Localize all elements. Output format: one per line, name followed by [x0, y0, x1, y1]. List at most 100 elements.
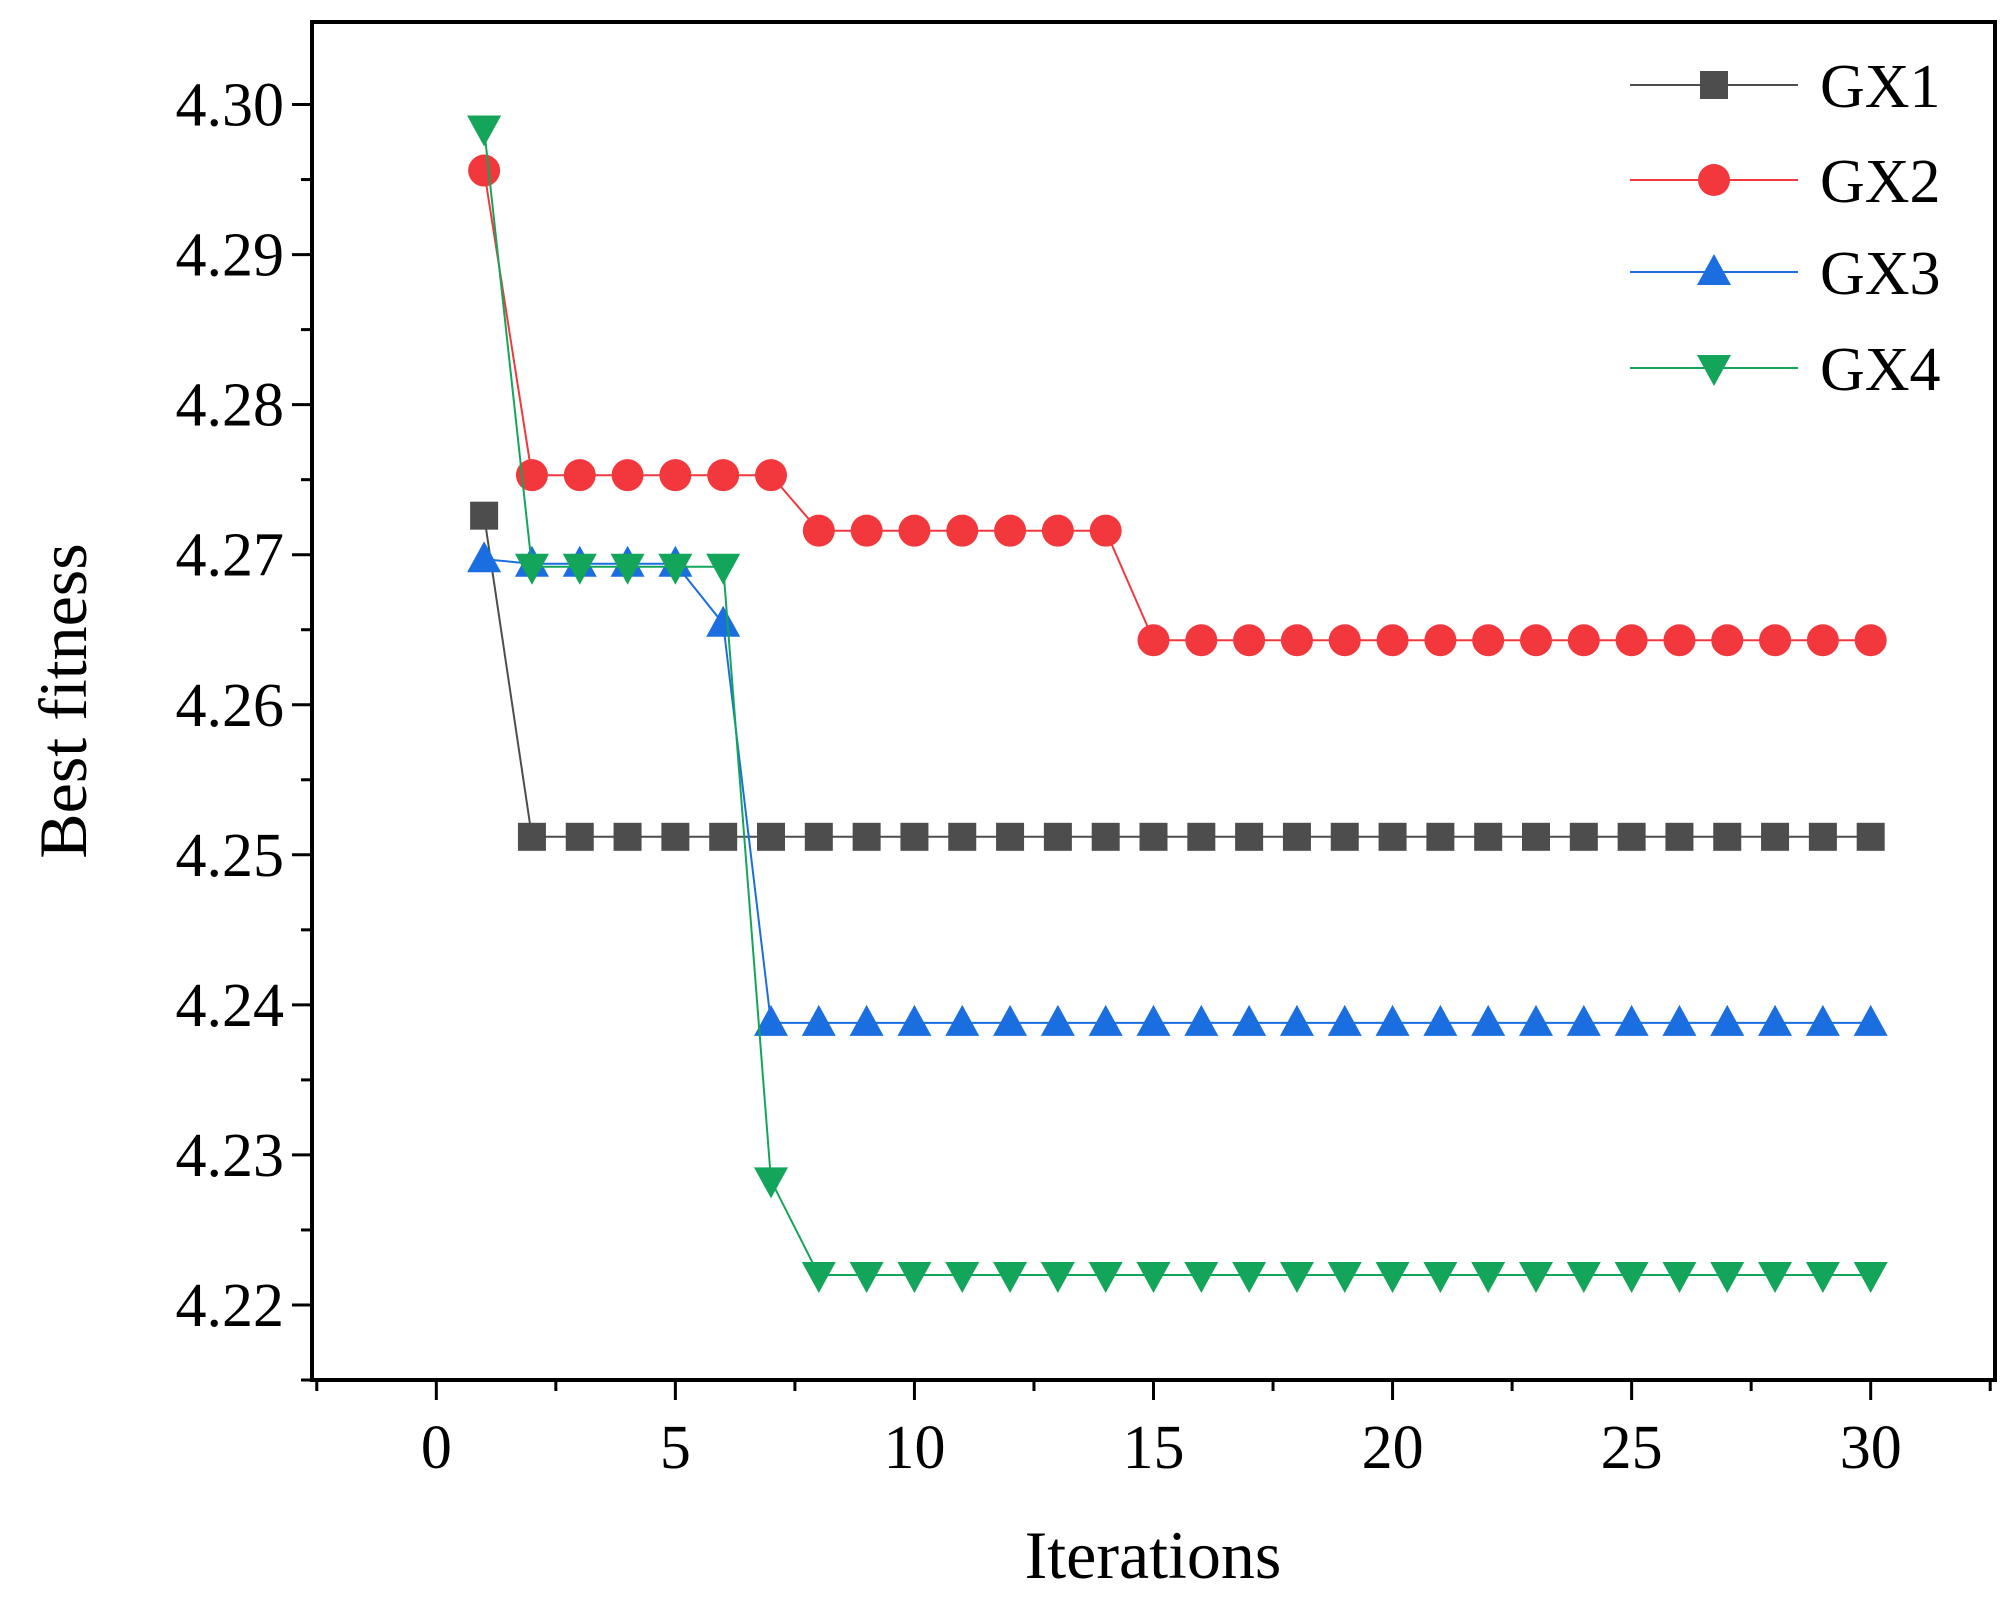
x-tick-label: 5 [660, 1414, 691, 1482]
y-tick-label: 4.27 [176, 522, 285, 590]
legend-marker [1698, 164, 1730, 196]
data-point-gx2 [850, 514, 883, 547]
legend: GX1 GX2 GX3 GX4 [1630, 53, 1941, 404]
data-point-gx2 [707, 459, 740, 492]
data-point-gx1 [1426, 822, 1455, 851]
data-point-gx4 [562, 553, 597, 585]
data-point-gx1 [1330, 822, 1359, 851]
data-point-gx1 [709, 822, 738, 851]
data-point-gx1 [1235, 822, 1264, 851]
data-point-gx4 [1136, 1261, 1171, 1293]
data-point-gx4 [1279, 1261, 1314, 1293]
y-tick-label: 4.22 [176, 1272, 285, 1340]
data-point-gx3 [1853, 1004, 1888, 1036]
data-point-gx1 [757, 822, 785, 851]
y-tick-label: 4.26 [176, 672, 285, 740]
data-point-gx3 [706, 605, 741, 637]
y-tick-label: 4.28 [176, 372, 285, 440]
x-tick-label: 15 [1123, 1414, 1185, 1482]
data-point-gx1 [1378, 822, 1407, 851]
data-point-gx1 [852, 822, 881, 851]
data-point-gx2 [1663, 624, 1696, 657]
legend-item-gx3: GX3 [1630, 240, 1941, 308]
data-point-gx2 [755, 459, 787, 492]
data-point-gx4 [945, 1261, 980, 1293]
data-point-gx2 [1089, 514, 1122, 547]
data-point-gx1 [1569, 822, 1598, 851]
data-point-gx4 [993, 1261, 1028, 1293]
legend-label: GX2 [1820, 148, 1941, 216]
data-point-gx4 [1088, 1261, 1123, 1293]
data-point-gx2 [1280, 624, 1313, 657]
data-point-gx1 [1856, 822, 1885, 851]
data-point-gx1 [900, 822, 929, 851]
data-point-gx2 [802, 514, 835, 547]
data-point-gx4 [1184, 1261, 1219, 1293]
data-point-gx1 [1522, 822, 1550, 851]
legend-item-gx1: GX1 [1630, 53, 1941, 121]
data-point-gx3 [1423, 1004, 1458, 1036]
legend-label: GX1 [1820, 53, 1941, 121]
data-point-gx3 [1136, 1004, 1171, 1036]
data-point-gx3 [945, 1004, 980, 1036]
data-point-gx1 [1617, 822, 1646, 851]
data-point-gx4 [467, 115, 502, 147]
data-point-gx3 [1232, 1004, 1267, 1036]
x-tick-label: 25 [1601, 1414, 1663, 1482]
legend-marker [1697, 254, 1731, 285]
data-point-gx3 [1375, 1004, 1410, 1036]
data-point-gx4 [706, 553, 741, 585]
data-point-gx1 [661, 822, 690, 851]
data-point-gx2 [1854, 624, 1887, 657]
data-point-gx4 [1375, 1261, 1410, 1293]
data-point-gx2 [994, 514, 1027, 547]
legend-item-gx4: GX4 [1630, 336, 1941, 404]
legend-label: GX3 [1820, 240, 1941, 308]
data-point-gx2 [1233, 624, 1266, 657]
data-point-gx4 [1232, 1261, 1267, 1293]
data-point-gx1 [996, 822, 1025, 851]
data-point-gx2 [563, 459, 596, 492]
data-point-gx2 [1424, 624, 1457, 657]
data-point-gx1 [1808, 822, 1837, 851]
data-point-gx2 [1759, 624, 1792, 657]
data-point-gx1 [804, 822, 833, 851]
data-point-gx3 [801, 1004, 836, 1036]
data-point-gx4 [1423, 1261, 1458, 1293]
data-point-gx3 [1519, 1004, 1553, 1036]
data-point-gx3 [1614, 1004, 1649, 1036]
data-point-gx1 [1043, 822, 1072, 851]
data-point-gx2 [946, 514, 979, 547]
data-point-gx2 [1376, 624, 1409, 657]
data-point-gx3 [1710, 1004, 1745, 1036]
data-point-gx4 [1853, 1261, 1888, 1293]
data-point-gx4 [1710, 1261, 1745, 1293]
data-point-gx2 [611, 459, 644, 492]
data-point-gx3 [1566, 1004, 1601, 1036]
data-point-gx4 [1327, 1261, 1362, 1293]
data-point-gx3 [993, 1004, 1028, 1036]
series-gx4 [467, 115, 1888, 1293]
data-point-gx1 [1474, 822, 1503, 851]
data-point-gx4 [1519, 1261, 1553, 1293]
data-point-gx2 [659, 459, 692, 492]
data-point-gx3 [897, 1004, 932, 1036]
x-tick-label: 0 [421, 1414, 452, 1482]
data-point-gx1 [1761, 822, 1790, 851]
data-point-gx3 [754, 1004, 788, 1036]
data-point-gx2 [468, 154, 501, 187]
data-point-gx3 [1184, 1004, 1219, 1036]
data-point-gx3 [1758, 1004, 1793, 1036]
legend-label: GX4 [1820, 336, 1941, 404]
data-point-gx1 [1665, 822, 1694, 851]
data-point-gx3 [1279, 1004, 1314, 1036]
data-point-gx4 [514, 553, 549, 585]
y-tick-label: 4.23 [176, 1122, 285, 1190]
data-point-gx4 [1662, 1261, 1697, 1293]
data-point-gx3 [1088, 1004, 1123, 1036]
data-point-gx4 [754, 1167, 788, 1199]
data-point-gx2 [898, 514, 931, 547]
legend-item-gx2: GX2 [1630, 148, 1941, 216]
